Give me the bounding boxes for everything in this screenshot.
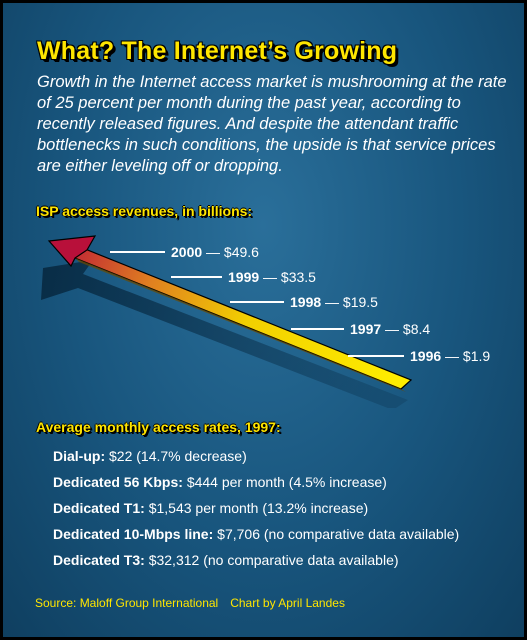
data-label: 1998 — $19.5 [290,294,378,310]
year-label: 1996 [410,348,441,364]
rate-value: $1,543 per month (13.2% increase) [148,500,369,516]
rate-value: $32,312 (no comparative data available) [148,552,399,568]
value-label: — $8.4 [381,321,430,337]
value-label: — $33.5 [259,269,316,285]
list-item: Dial-up: $22 (14.7% decrease) [53,447,459,473]
data-label: 1999 — $33.5 [228,269,316,285]
rates-heading: Average monthly access rates, 1997: [36,419,281,435]
rate-value: $22 (14.7% decrease) [109,448,247,464]
rate-value: $7,706 (no comparative data available) [217,526,460,542]
rate-value: $444 per month (4.5% increase) [186,474,387,490]
arrow-shadow [41,260,408,408]
page-title: What? The Internet’s Growing [37,37,398,65]
intro-paragraph: Growth in the Internet access market is … [37,73,507,175]
source-credit: Source: Maloff Group International [35,596,219,610]
author-credit: Chart by April Landes [230,596,345,610]
rate-label: Dial-up: [53,448,106,464]
year-label: 1998 [290,294,321,310]
rate-label: Dedicated T1: [53,500,145,516]
year-label: 1997 [350,321,381,337]
year-label: 2000 [171,244,202,260]
value-label: — $49.6 [202,244,259,260]
value-label: — $1.9 [441,348,490,364]
list-item: Dedicated 10-Mbps line: $7,706 (no compa… [53,525,459,551]
data-label: 2000 — $49.6 [171,244,259,260]
rate-label: Dedicated T3: [53,552,145,568]
arrow-side [75,258,406,392]
chart-title: ISP access revenues, in billions: [36,203,253,219]
year-label: 1999 [228,269,259,285]
credits: Source: Maloff Group International Chart … [35,596,357,610]
data-label: 1996 — $1.9 [410,348,490,364]
data-label: 1997 — $8.4 [350,321,430,337]
list-item: Dedicated T1: $1,543 per month (13.2% in… [53,499,459,525]
rate-label: Dedicated 56 Kbps: [53,474,183,490]
value-label: — $19.5 [321,294,378,310]
rate-label: Dedicated 10-Mbps line: [53,526,214,542]
rates-list: Dial-up: $22 (14.7% decrease) Dedicated … [53,447,459,577]
list-item: Dedicated 56 Kbps: $444 per month (4.5% … [53,473,459,499]
arrow-head [47,235,97,268]
list-item: Dedicated T3: $32,312 (no comparative da… [53,551,459,577]
